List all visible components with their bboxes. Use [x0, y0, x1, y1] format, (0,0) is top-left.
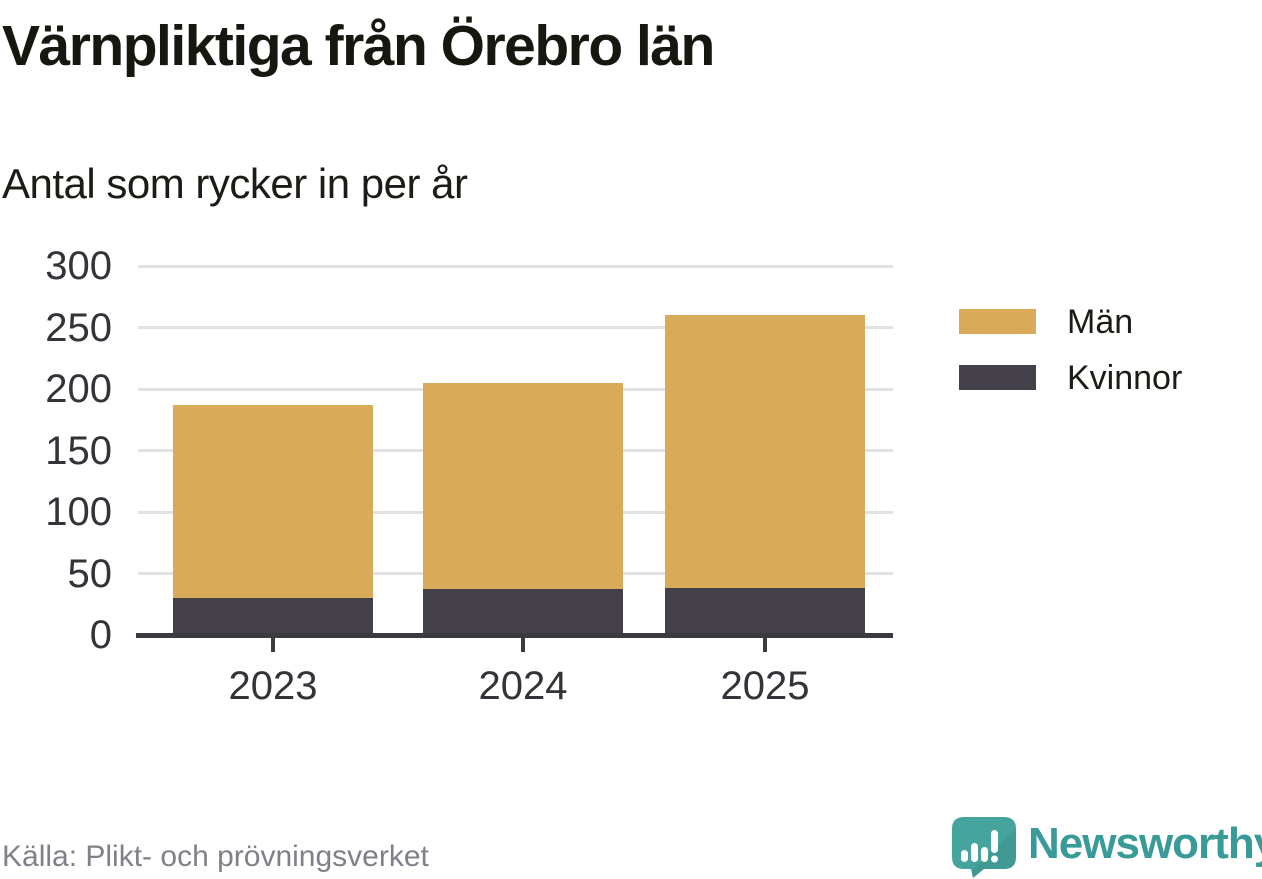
x-axis-tick-2025 — [763, 638, 767, 652]
y-axis-tick-label: 250 — [45, 305, 112, 350]
gridline-y-250 — [138, 326, 893, 329]
chart-title: Värnpliktiga från Örebro län — [2, 14, 715, 78]
legend-swatch-kvinnor — [959, 365, 1036, 390]
bar-segment-män-2023 — [173, 404, 373, 599]
source-attribution: Källa: Plikt- och prövningsverket — [2, 840, 429, 873]
bar-segment-kvinnor-2025 — [665, 588, 865, 635]
y-axis-tick-label: 0 — [89, 613, 112, 657]
chart-subtitle: Antal som rycker in per år — [2, 160, 468, 207]
x-axis-line — [136, 633, 893, 638]
bar-segment-män-2025 — [665, 315, 865, 589]
bar-segment-kvinnor-2024 — [423, 589, 623, 635]
x-axis-tick-label: 2025 — [720, 664, 810, 708]
brand-name: Newsworthy — [1028, 819, 1262, 868]
y-axis-tick-label: 150 — [45, 428, 112, 473]
bar-segment-män-2024 — [423, 382, 623, 590]
x-axis-tick-label: 2024 — [478, 664, 568, 708]
x-axis-tick-label: 2023 — [228, 664, 318, 708]
legend-swatch-män — [959, 309, 1036, 334]
x-axis-tick-2023 — [271, 638, 275, 652]
x-axis-tick-2024 — [521, 638, 525, 652]
y-axis-tick-label: 100 — [45, 490, 112, 534]
legend-label-män: Män — [1067, 303, 1134, 341]
y-axis-tick-label: 50 — [67, 551, 113, 596]
gridline-y-300 — [138, 264, 893, 268]
y-axis-tick-label: 300 — [45, 244, 112, 288]
y-axis-tick-label: 200 — [45, 367, 112, 411]
bar-segment-kvinnor-2023 — [173, 598, 373, 635]
brand-logo: Newsworthy — [948, 815, 1262, 879]
newsworthy-speech-bubble-icon — [952, 817, 1016, 878]
legend-label-kvinnor: Kvinnor — [1067, 359, 1183, 397]
